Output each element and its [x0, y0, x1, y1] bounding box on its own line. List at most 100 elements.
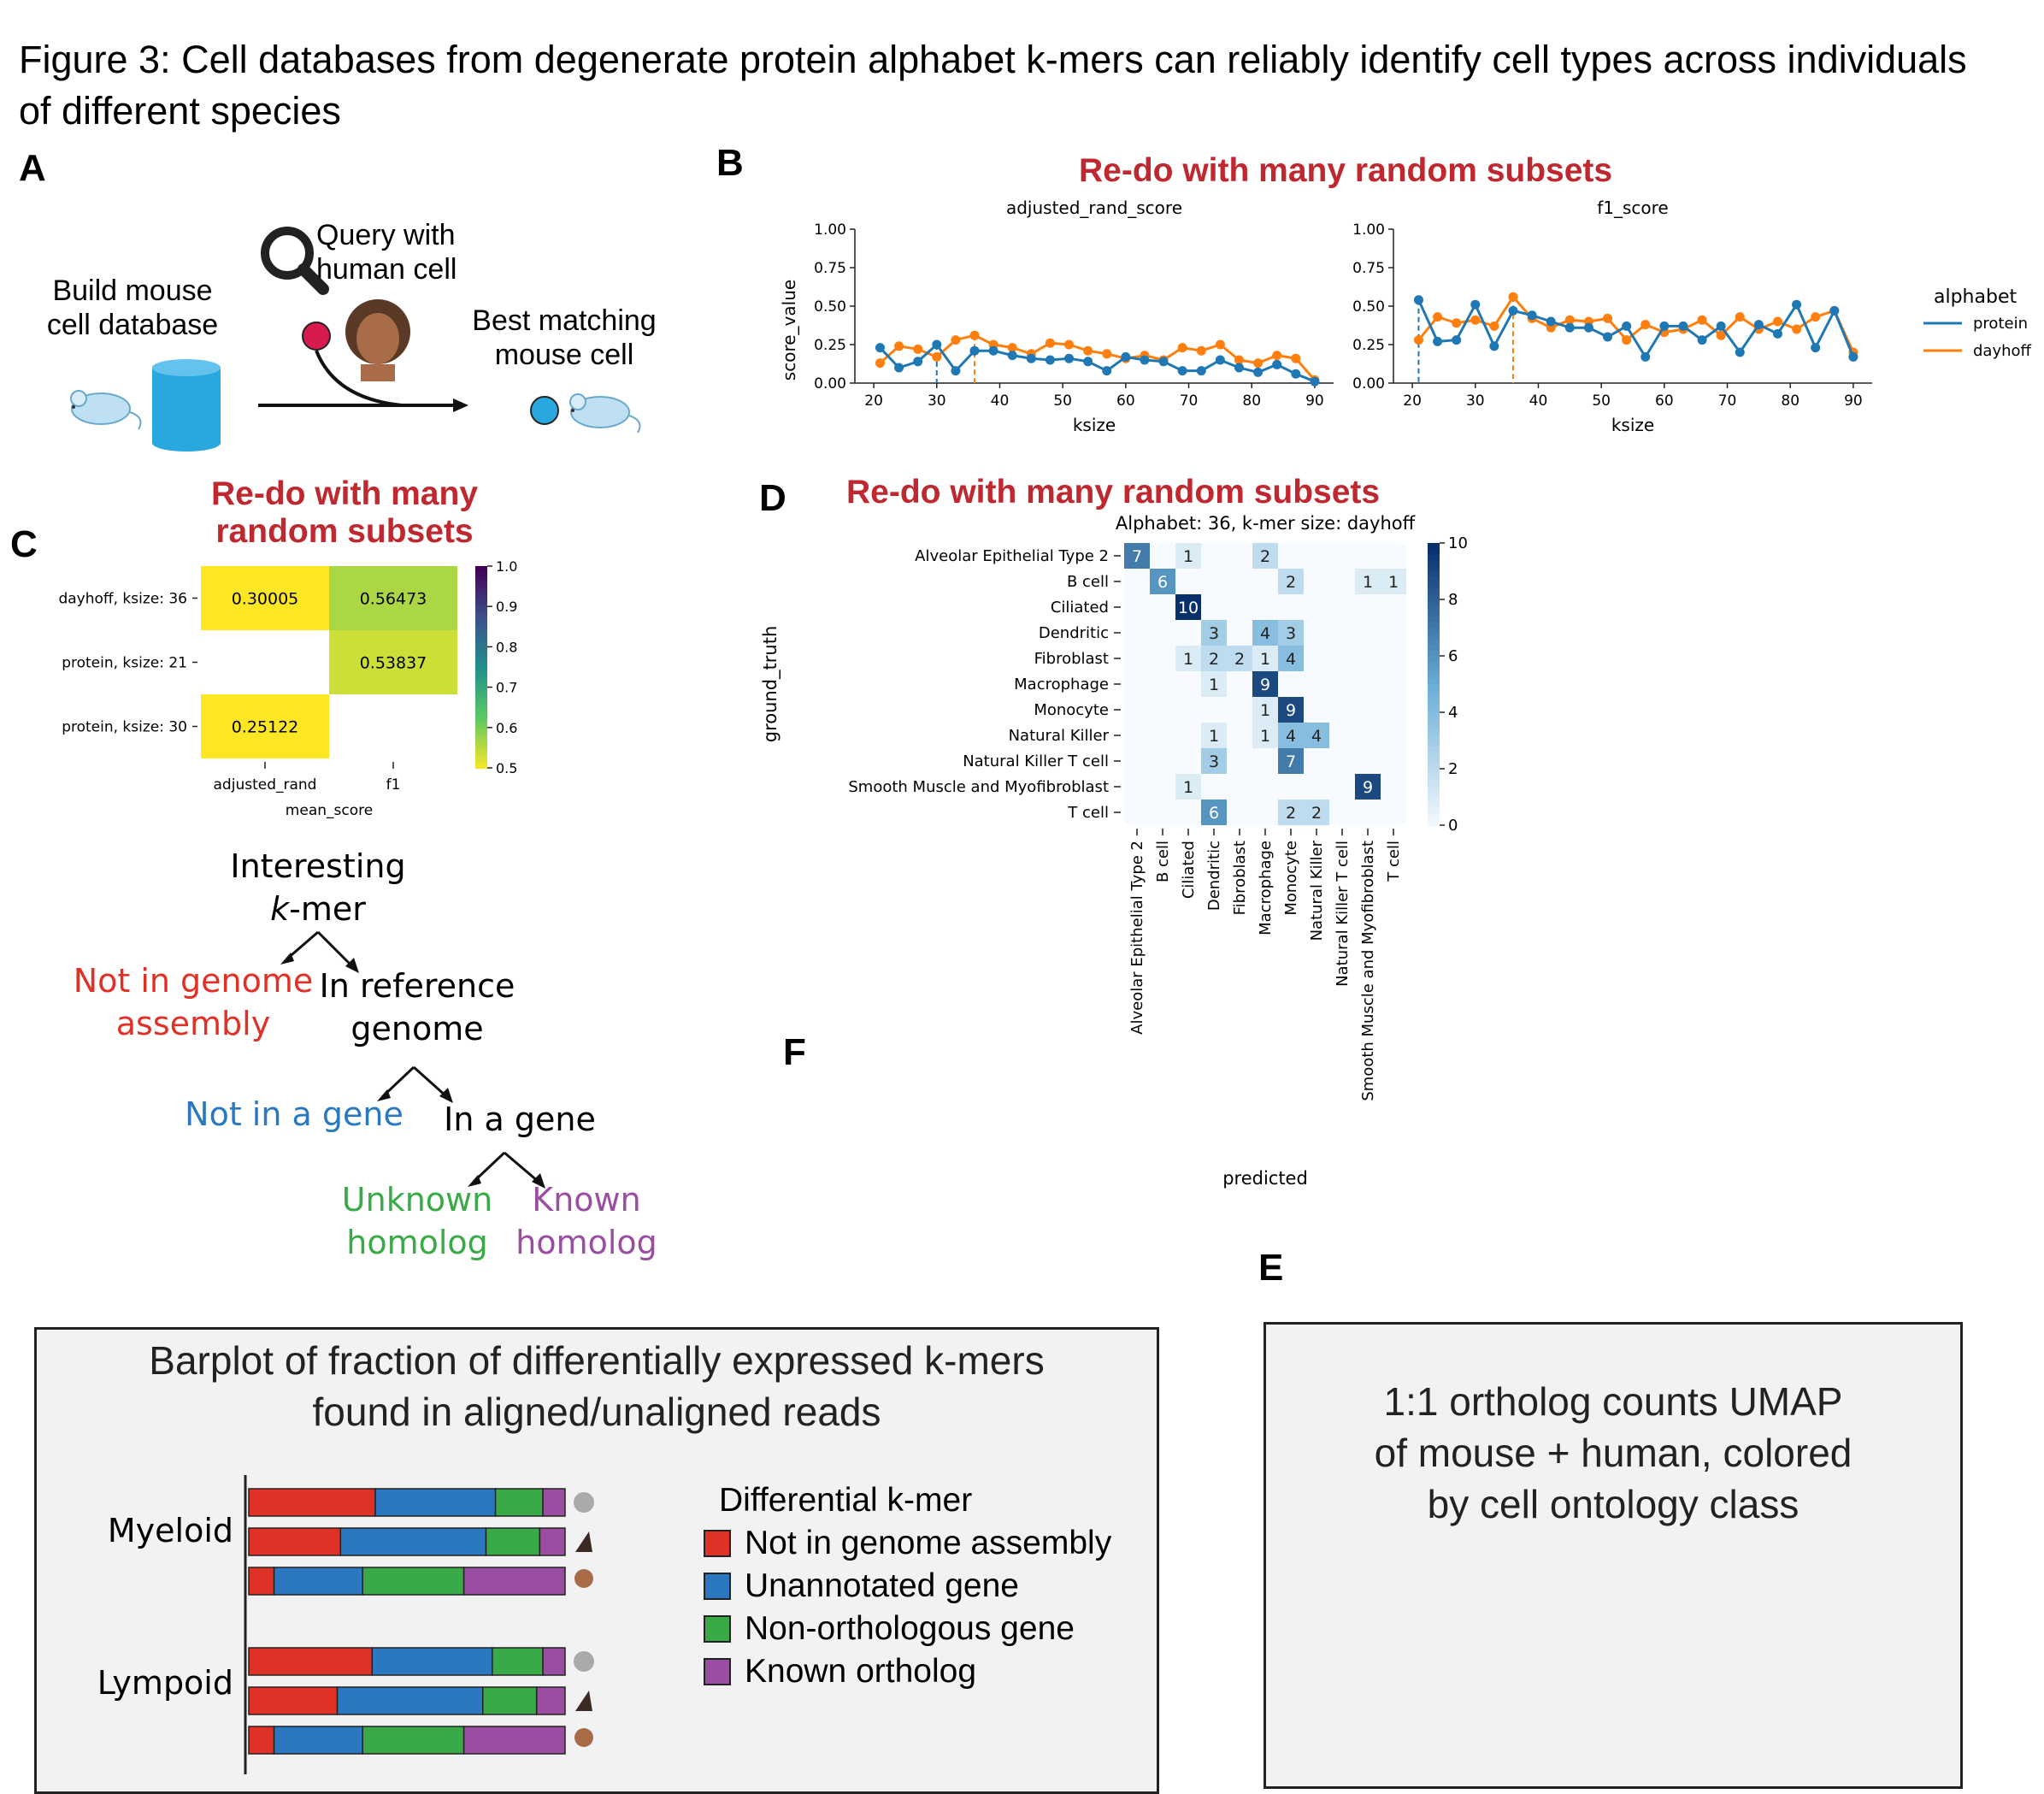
- colorbar-segment: [1428, 543, 1440, 550]
- data-point-protein: [1583, 322, 1593, 333]
- panel-label-f: F: [783, 1031, 806, 1073]
- colorbar-segment: [1428, 802, 1440, 810]
- confusion-cell-value: 2: [1286, 804, 1296, 823]
- panel-a: Build mouse cell database Query with hum…: [0, 197, 684, 453]
- data-point-dayhoff: [875, 358, 885, 369]
- y-tick-label: 1.00: [814, 221, 846, 239]
- confusion-cell: [1355, 774, 1381, 800]
- confusion-cell-value: 2: [1234, 650, 1245, 669]
- confusion-cell: [1252, 620, 1278, 646]
- heatmap-cell: [329, 566, 457, 630]
- panel-a-graphics: [70, 227, 641, 451]
- in-reference-line1: In reference: [320, 967, 515, 1005]
- colorbar-segment: [1428, 672, 1440, 680]
- colorbar-segment: [1428, 763, 1440, 770]
- colorbar-segment: [1428, 622, 1440, 628]
- heatmap-col-label: adjusted_rand: [214, 776, 317, 794]
- x-tick-label: 80: [1781, 392, 1800, 410]
- row-label: Alveolar Epithelial Type 2: [915, 547, 1109, 565]
- data-point-dayhoff: [1215, 339, 1225, 350]
- colorbar-segment: [475, 764, 487, 769]
- data-point-dayhoff: [1772, 316, 1782, 327]
- kmer-tree: Interesting k-mer Not in genome assembly…: [74, 847, 657, 1261]
- not-in-genome-line1: Not in genome: [74, 962, 314, 1000]
- bar-segment: [482, 1686, 538, 1715]
- data-point-dayhoff: [1489, 321, 1499, 331]
- confusion-cell: [1252, 697, 1278, 723]
- data-point-dayhoff: [1083, 345, 1093, 356]
- colorbar-segment: [475, 714, 487, 718]
- best-match-line1: Best matching: [472, 304, 657, 337]
- data-point-protein: [1045, 355, 1055, 365]
- data-point-protein: [1564, 322, 1575, 333]
- col-label: B cell: [1154, 841, 1172, 882]
- data-point-dayhoff: [1433, 312, 1443, 322]
- tree-root-mer: -mer: [289, 890, 366, 928]
- colorbar-segment: [1428, 611, 1440, 617]
- row-label: B cell: [1067, 573, 1109, 591]
- colorbar-segment: [475, 646, 487, 652]
- legend-item-non-orthologous: Non-orthologous gene: [704, 1608, 1148, 1650]
- colorbar-segment: [475, 741, 487, 746]
- panel-e-text: 1:1 ortholog counts UMAP of mouse + huma…: [1266, 1376, 1960, 1530]
- x-axis-label: ksize: [1611, 415, 1654, 435]
- data-point-dayhoff: [1508, 292, 1518, 302]
- colorbar-segment: [475, 680, 487, 685]
- tree-root-k: k: [270, 890, 291, 928]
- colorbar-segment: [475, 723, 487, 729]
- adjusted-rand-chart: adjusted_rand_score 0.00 0.25 0.50 0.75 1.00 2…: [814, 198, 1334, 435]
- legend-label: Unannotated gene: [745, 1567, 1019, 1604]
- row-label: Dendritic: [1039, 624, 1109, 642]
- data-point-dayhoff: [1735, 312, 1745, 322]
- legend-swatch: [704, 1658, 731, 1685]
- confusion-cell: [1355, 569, 1381, 594]
- colorbar-segment: [475, 687, 487, 692]
- bar-segment: [248, 1726, 275, 1755]
- confusion-cell-value: 2: [1260, 547, 1270, 566]
- bar-segment: [362, 1567, 465, 1596]
- panel-label-e: E: [1258, 1247, 1284, 1289]
- tree-root-line1: Interesting: [230, 847, 405, 885]
- data-point-protein: [1083, 357, 1093, 367]
- confusion-cell-value: 1: [1209, 727, 1219, 746]
- y-tick-label: 0.25: [814, 337, 846, 354]
- panel-e-line2: of mouse + human, colored: [1374, 1431, 1853, 1475]
- legend-label: protein: [1973, 315, 2028, 333]
- x-tick-label: 50: [1592, 392, 1611, 410]
- colorbar-segment: [475, 720, 487, 725]
- data-point-protein: [1433, 336, 1443, 346]
- col-label: Dendritic: [1205, 841, 1223, 911]
- colorbar-segment: [475, 617, 487, 621]
- colorbar-segment: [1428, 723, 1440, 730]
- colorbar-label: 0.8: [496, 639, 517, 655]
- series-line-protein: [1417, 299, 1855, 360]
- colorbar-segment: [1428, 639, 1440, 646]
- colorbar-segment: [475, 734, 487, 739]
- redo-note-d: Re-do with many random subsets: [846, 474, 1381, 510]
- panel-label-b: B: [716, 142, 744, 184]
- cells-icon: [574, 1651, 594, 1672]
- confusion-cell-value: 1: [1260, 727, 1270, 746]
- data-point-protein: [1121, 351, 1131, 362]
- data-point-dayhoff: [1641, 320, 1651, 330]
- x-tick-label: 90: [1305, 392, 1324, 410]
- group-label-lymphoid: Lympoid: [97, 1664, 233, 1702]
- not-in-genome-line2: assembly: [116, 1005, 270, 1042]
- data-point-dayhoff: [1811, 312, 1821, 322]
- panel-e-line1: 1:1 ortholog counts UMAP: [1383, 1379, 1843, 1424]
- colorbar-segment: [475, 606, 487, 611]
- colorbar-segment: [1428, 797, 1440, 804]
- confusion-cell-value: 1: [1260, 650, 1270, 669]
- heatmap-cell-value: 0.30005: [232, 590, 299, 609]
- match-cell-dot: [530, 396, 559, 425]
- colorbar-segment: [475, 707, 487, 712]
- confusion-cell-value: 1: [1183, 778, 1193, 797]
- bar-segment: [492, 1647, 544, 1676]
- confusion-cell-value: 10: [1178, 599, 1199, 617]
- heatmap-cell: [329, 630, 457, 694]
- x-tick-label: 40: [1529, 392, 1548, 410]
- best-match-line2: mouse cell: [494, 339, 634, 371]
- known-homolog-line2: homolog: [515, 1224, 657, 1261]
- unknown-homolog-line1: Unknown: [342, 1181, 492, 1219]
- colorbar-segment: [475, 633, 487, 638]
